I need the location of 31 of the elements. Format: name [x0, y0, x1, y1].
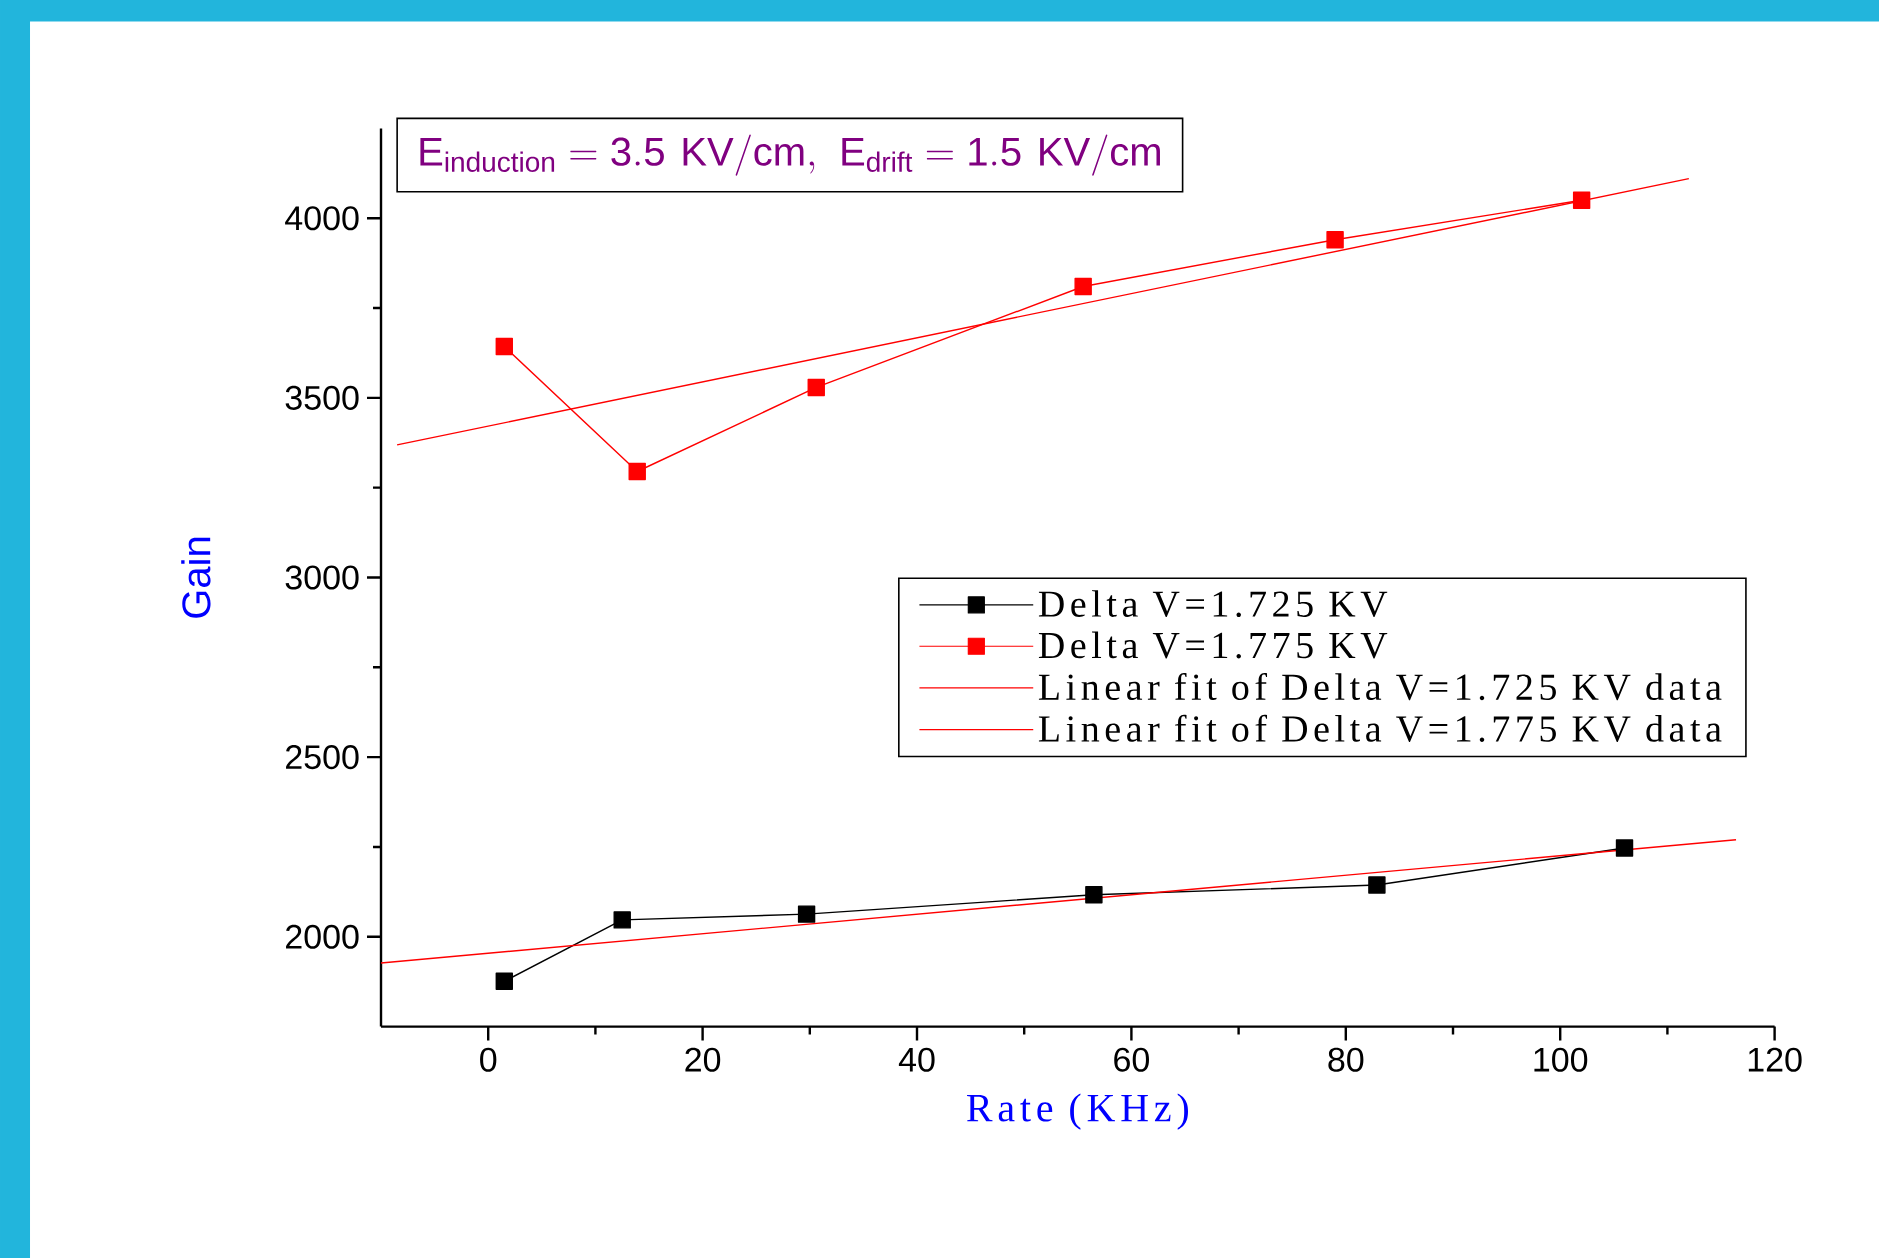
x-tick-label: 80 [1328, 1047, 1364, 1072]
x-axis-title: Rate (KHz) [967, 1093, 1188, 1130]
point [797, 905, 816, 923]
y-axis-title: Gain [181, 537, 211, 618]
y-tick-label: 3000 [285, 565, 359, 590]
point [1085, 886, 1103, 904]
y-tick-label: 3500 [285, 385, 359, 410]
point [1368, 876, 1386, 894]
x-tick-label: 60 [1114, 1047, 1149, 1072]
y-tick-label: 4000 [285, 206, 359, 231]
point [495, 337, 513, 356]
x-tick-label: 0 [480, 1047, 497, 1072]
point [1615, 839, 1634, 857]
point [495, 972, 513, 991]
legend-label: Linear fit of Delta V=1.725 KV data [1038, 672, 1722, 701]
annotation: $\mathrm{E_{induction}=3.5\ KV/cm,\ E_{drift}=1.5\ KV/cm}$ [420, 134, 1160, 176]
point [1074, 277, 1092, 296]
point [1326, 231, 1344, 249]
y-tick-label: 2500 [286, 745, 359, 770]
point [628, 462, 646, 481]
point [1572, 191, 1591, 209]
x-tick-label: 40 [898, 1047, 935, 1072]
x-tick-label: 100 [1534, 1047, 1588, 1072]
legend-label: Linear fit of Delta V=1.775 KV data [1038, 714, 1722, 742]
point [807, 378, 825, 397]
x-tick-label: 20 [685, 1047, 721, 1072]
legend-label: Delta V=1.775 KV [1038, 631, 1388, 659]
x-tick-label: 120 [1748, 1047, 1802, 1072]
point [613, 911, 631, 929]
legend-label: Delta V=1.725 KV [1038, 590, 1388, 618]
y-tick-label: 2000 [286, 924, 359, 949]
